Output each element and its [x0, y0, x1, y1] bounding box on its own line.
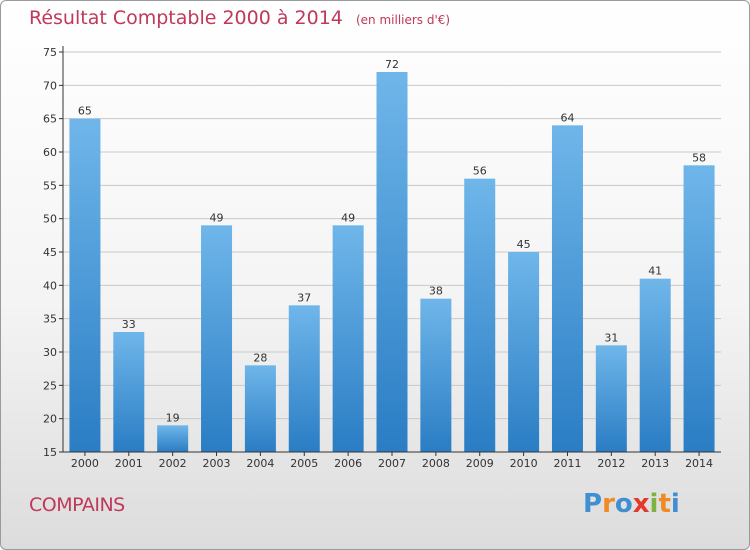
- y-tick-label: 55: [43, 179, 57, 192]
- y-tick-label: 20: [43, 413, 57, 426]
- x-tick-label: 2010: [510, 457, 538, 470]
- y-tick-label: 15: [43, 446, 57, 459]
- x-tick-label: 2000: [71, 457, 99, 470]
- bar: [508, 252, 540, 452]
- data-label: 58: [692, 151, 706, 164]
- bar: [201, 225, 233, 452]
- logo-letter: t: [658, 489, 671, 519]
- x-tick-label: 2009: [466, 457, 494, 470]
- y-tick-label: 70: [43, 79, 57, 92]
- x-tick-label: 2004: [246, 457, 274, 470]
- bar: [464, 178, 496, 452]
- bar: [113, 332, 145, 452]
- data-label: 64: [560, 111, 574, 124]
- labels: 15 20 25 30 35 40 45 50 55 60 65 70 75 65 2000 33 2001 19…: [43, 46, 713, 470]
- x-tick-label: 2006: [334, 457, 362, 470]
- data-label: 45: [517, 238, 531, 251]
- logo-letter: x: [632, 489, 650, 519]
- x-tick-label: 2011: [553, 457, 581, 470]
- x-tick-label: 2002: [159, 457, 187, 470]
- y-tick-label: 45: [43, 246, 57, 259]
- y-tick-label: 40: [43, 279, 57, 292]
- axes: [59, 46, 721, 456]
- y-tick-label: 35: [43, 313, 57, 326]
- x-tick-label: 2007: [378, 457, 406, 470]
- data-label: 72: [385, 58, 399, 71]
- bar: [595, 345, 627, 452]
- bar: [376, 72, 408, 452]
- proxiti-logo: Proxiti: [583, 489, 680, 519]
- data-label: 31: [604, 331, 618, 344]
- bar: [639, 278, 671, 452]
- chart-title-text: Résultat Comptable 2000 à 2014: [29, 7, 343, 29]
- bars: [69, 72, 715, 453]
- logo-letter: o: [614, 489, 633, 519]
- bar: [420, 298, 452, 452]
- chart-unit-label: (en milliers d'€): [355, 13, 451, 27]
- x-tick-label: 2005: [290, 457, 318, 470]
- bar: [288, 305, 320, 452]
- bar: [244, 365, 276, 452]
- logo-letter: i: [649, 489, 659, 519]
- data-label: 49: [341, 211, 355, 224]
- y-tick-label: 25: [43, 379, 57, 392]
- bar: [69, 118, 101, 453]
- logo-letter: r: [602, 489, 615, 519]
- x-tick-label: 2014: [685, 457, 713, 470]
- x-tick-label: 2008: [422, 457, 450, 470]
- bar: [157, 425, 189, 452]
- chart-title: Résultat Comptable 2000 à 2014 (en milli…: [29, 7, 450, 29]
- y-tick-label: 75: [43, 46, 57, 59]
- bar: [551, 125, 583, 452]
- y-tick-label: 60: [43, 146, 57, 159]
- y-tick-label: 50: [43, 213, 57, 226]
- data-label: 19: [166, 411, 180, 424]
- x-tick-label: 2001: [115, 457, 143, 470]
- data-label: 41: [648, 265, 662, 278]
- y-tick-label: 65: [43, 113, 57, 126]
- data-label: 65: [78, 105, 92, 118]
- data-label: 38: [429, 285, 443, 298]
- x-tick-label: 2012: [597, 457, 625, 470]
- data-label: 33: [122, 318, 136, 331]
- bar: [683, 165, 715, 453]
- logo-letter: P: [583, 489, 603, 519]
- data-label: 49: [210, 211, 224, 224]
- x-tick-label: 2003: [203, 457, 231, 470]
- x-tick-label: 2013: [641, 457, 669, 470]
- y-tick-label: 30: [43, 346, 57, 359]
- bar: [332, 225, 364, 452]
- data-label: 37: [297, 291, 311, 304]
- logo-letter: i: [670, 489, 680, 519]
- commune-name: COMPAINS: [29, 494, 125, 516]
- data-label: 28: [253, 351, 267, 364]
- data-label: 56: [473, 165, 487, 178]
